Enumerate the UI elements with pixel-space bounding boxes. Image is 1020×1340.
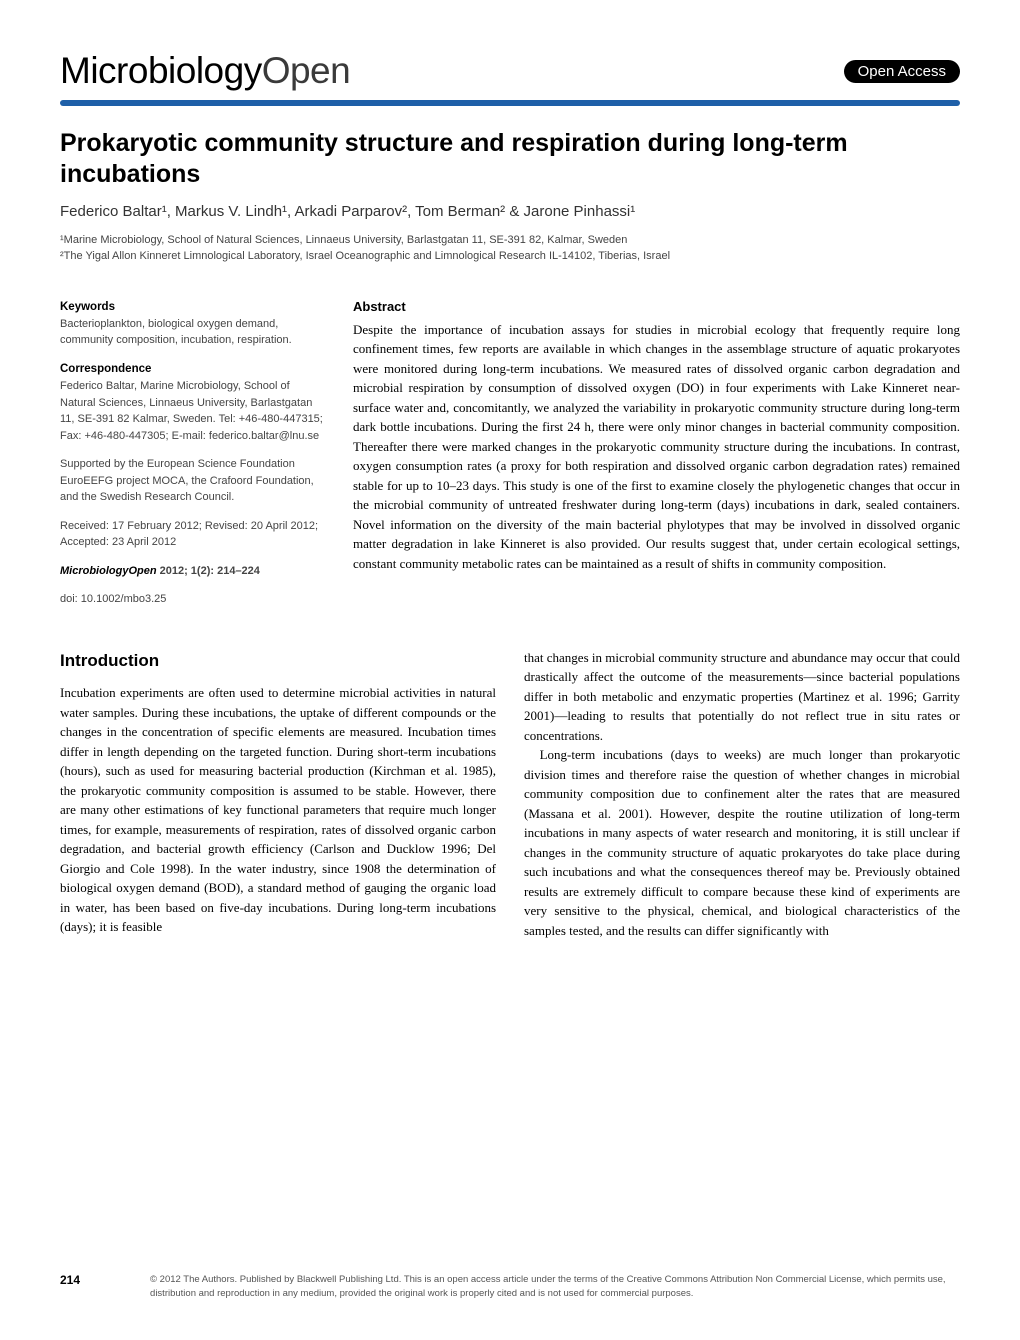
body-columns: Introduction Incubation experiments are … [60, 648, 960, 941]
affiliations: ¹Marine Microbiology, School of Natural … [60, 232, 960, 265]
funding-block: Supported by the European Science Founda… [60, 456, 325, 506]
correspondence-text: Federico Baltar, Marine Microbiology, Sc… [60, 378, 325, 444]
journal-suffix: Open [262, 50, 351, 91]
article-title: Prokaryotic community structure and resp… [60, 128, 960, 191]
dates-block: Received: 17 February 2012; Revised: 20 … [60, 518, 325, 551]
affiliation-1: ¹Marine Microbiology, School of Natural … [60, 232, 960, 249]
body-column-right: that changes in microbial community stru… [524, 648, 960, 941]
affiliation-2: ²The Yigal Allon Kinneret Limnological L… [60, 248, 960, 265]
intro-para-3: Long-term incubations (days to weeks) ar… [524, 745, 960, 940]
authors-list: Federico Baltar¹, Markus V. Lindh¹, Arka… [60, 203, 960, 220]
introduction-heading: Introduction [60, 648, 496, 674]
body-column-left: Introduction Incubation experiments are … [60, 648, 496, 941]
citation-volume: 2012; 1(2): 214–224 [157, 565, 260, 577]
open-access-badge: Open Access [844, 60, 960, 83]
citation-block: MicrobiologyOpen 2012; 1(2): 214–224 [60, 563, 325, 580]
correspondence-block: Correspondence Federico Baltar, Marine M… [60, 361, 325, 444]
page-number: 214 [60, 1273, 80, 1287]
intro-para-2: that changes in microbial community stru… [524, 648, 960, 746]
keywords-block: Keywords Bacterioplankton, biological ox… [60, 299, 325, 349]
copyright-text: © 2012 The Authors. Published by Blackwe… [150, 1273, 960, 1300]
keywords-label: Keywords [60, 299, 325, 316]
header-rule [60, 100, 960, 106]
correspondence-label: Correspondence [60, 361, 325, 378]
metadata-sidebar: Keywords Bacterioplankton, biological ox… [60, 299, 325, 620]
abstract-text: Despite the importance of incubation ass… [353, 320, 960, 574]
keywords-text: Bacterioplankton, biological oxygen dema… [60, 316, 325, 349]
abstract-column: Abstract Despite the importance of incub… [353, 299, 960, 620]
intro-para-1: Incubation experiments are often used to… [60, 683, 496, 937]
doi-block: doi: 10.1002/mbo3.25 [60, 591, 325, 608]
journal-name: MicrobiologyOpen [60, 50, 350, 92]
journal-prefix: Microbiology [60, 50, 262, 91]
metadata-abstract-row: Keywords Bacterioplankton, biological ox… [60, 299, 960, 620]
page-footer: 214 © 2012 The Authors. Published by Bla… [60, 1273, 960, 1300]
journal-header: MicrobiologyOpen Open Access [60, 50, 960, 92]
abstract-heading: Abstract [353, 299, 960, 314]
citation-journal: MicrobiologyOpen [60, 565, 157, 577]
